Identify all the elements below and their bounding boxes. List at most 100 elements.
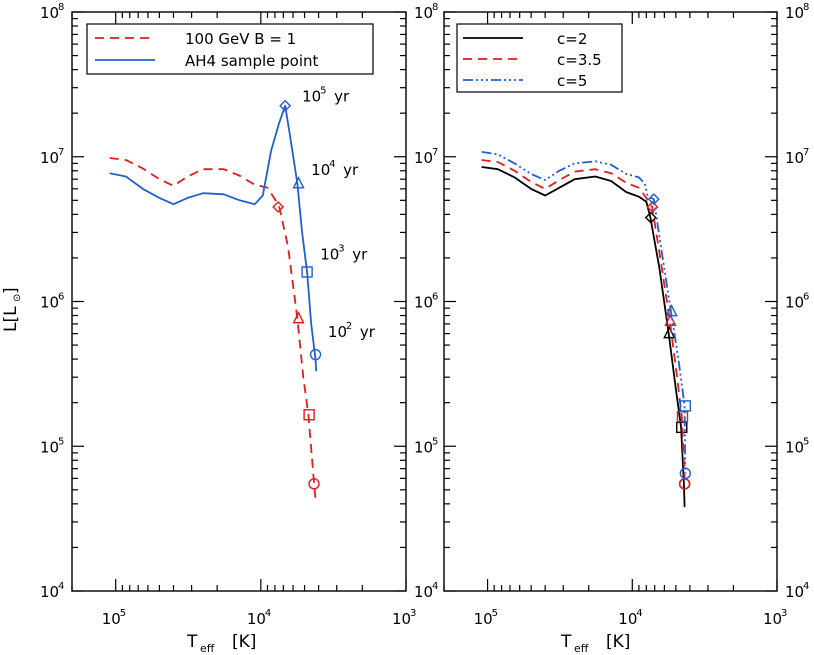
x-tick-label-exp: 5 — [120, 608, 126, 619]
age-annotation-unit: yr — [343, 161, 359, 179]
y-tick-label-right: 108 — [785, 2, 809, 22]
x-tick-label: 104 — [247, 608, 271, 628]
x-tick-label-base: 10 — [392, 610, 411, 628]
x-axis-label-sub: eff — [574, 642, 589, 655]
y-tick-label-left: 105 — [40, 436, 64, 456]
marker-circle — [308, 478, 320, 490]
marker-square — [676, 411, 689, 423]
age-annotation-base: 10 — [302, 88, 321, 106]
legend-label-c2: c=2 — [557, 30, 587, 48]
y-tick-label-right-exp: 6 — [432, 292, 438, 303]
age-annotation-unit: yr — [352, 246, 368, 264]
legend-label-ah4: AH4 sample point — [185, 52, 319, 70]
x-tick-label: 103 — [392, 608, 416, 628]
series-line-1 — [481, 159, 686, 479]
right-series — [481, 151, 692, 508]
x-axis-label-T: T — [186, 632, 198, 652]
y-tick-label-right-base: 10 — [414, 4, 433, 22]
y-tick-label-right-exp: 4 — [803, 581, 809, 592]
x-tick-label-exp: 3 — [781, 608, 787, 619]
y-tick-label-right-base: 10 — [414, 294, 433, 312]
y-tick-label-left-base: 10 — [40, 4, 59, 22]
marker-square — [679, 400, 692, 412]
x-axis-label-unit: [K] — [606, 632, 630, 652]
age-annotation: 102 yr — [328, 321, 376, 341]
left-x-axis-label: T eff [K] — [186, 632, 256, 655]
marker-square — [303, 409, 315, 421]
y-tick-label-left: 107 — [40, 147, 64, 167]
x-tick-label: 104 — [618, 608, 642, 628]
right-legend: c=2 c=3.5 c=5 — [456, 23, 623, 93]
marker-triangle — [665, 304, 678, 317]
y-tick-label-right: 105 — [785, 436, 809, 456]
y-tick-label-left-base: 10 — [40, 294, 59, 312]
y-tick-label-right-base: 10 — [785, 149, 804, 167]
marker-diamond — [279, 99, 292, 112]
age-annotation: 103 yr — [320, 244, 368, 264]
y-tick-label-right: 108 — [414, 2, 438, 22]
marker-circle — [309, 348, 322, 361]
y-axis-label: L[L ⊙ ] — [1, 287, 23, 332]
y-tick-label-right-exp: 5 — [803, 436, 809, 447]
right-legend-box — [456, 23, 623, 93]
marker-triangle — [664, 313, 677, 326]
x-tick-label: 105 — [102, 608, 126, 628]
y-axis-label-sub: ⊙ — [12, 294, 23, 302]
left-ticks — [71, 11, 407, 592]
y-tick-label-left-exp: 6 — [58, 292, 64, 303]
y-tick-label-right-exp: 6 — [803, 292, 809, 303]
age-annotation-unit: yr — [334, 88, 350, 106]
y-axis-label-end: ] — [1, 287, 21, 294]
legend-label-100gev: 100 GeV B = 1 — [185, 30, 296, 48]
y-tick-label-right: 104 — [414, 581, 438, 601]
age-annotation: 105 yr — [302, 86, 350, 106]
x-axis-label-unit: [K] — [232, 632, 256, 652]
age-annotation-exp: 5 — [320, 86, 326, 97]
x-tick-label-base: 10 — [247, 610, 266, 628]
marker-circle — [679, 467, 692, 480]
x-tick-label: 103 — [763, 608, 787, 628]
x-tick-label-base: 10 — [102, 610, 121, 628]
y-tick-label-right: 107 — [414, 147, 438, 167]
y-tick-label-right-base: 10 — [785, 294, 804, 312]
x-tick-label-base: 10 — [474, 610, 493, 628]
marker-triangle — [292, 176, 305, 189]
y-tick-label-left-base: 10 — [40, 149, 59, 167]
y-tick-label-right-exp: 7 — [432, 147, 438, 158]
legend-label-c5: c=5 — [557, 72, 587, 90]
marker-triangle — [663, 326, 676, 339]
x-tick-label-base: 10 — [618, 610, 637, 628]
y-tick-label-left: 104 — [40, 581, 64, 601]
y-tick-label-right: 105 — [414, 436, 438, 456]
y-tick-label-right-exp: 4 — [432, 581, 438, 592]
x-tick-label: 105 — [474, 608, 498, 628]
series-line-2 — [481, 151, 687, 474]
right-x-axis-label: T eff [K] — [560, 632, 630, 655]
y-tick-label-left: 108 — [40, 2, 64, 22]
x-tick-label-exp: 5 — [492, 608, 498, 619]
y-tick-label-right: 107 — [785, 147, 809, 167]
left-series — [109, 99, 322, 500]
x-tick-label-exp: 4 — [636, 608, 642, 619]
age-annotation-base: 10 — [328, 323, 347, 341]
left-legend: 100 GeV B = 1 AH4 sample point — [86, 23, 374, 75]
legend-label-c35: c=3.5 — [557, 51, 602, 69]
x-axis-label-T: T — [560, 632, 572, 652]
y-tick-label-right-base: 10 — [785, 4, 804, 22]
y-tick-label-left-base: 10 — [40, 583, 59, 601]
marker-triangle — [292, 311, 305, 324]
y-tick-label-right-exp: 7 — [803, 147, 809, 158]
age-annotation-exp: 4 — [329, 159, 335, 170]
age-annotation-unit: yr — [360, 323, 376, 341]
y-axis-label-main: L[L — [1, 306, 21, 332]
x-tick-label-exp: 3 — [410, 608, 416, 619]
y-tick-label-right-base: 10 — [414, 438, 433, 456]
marker-square — [301, 266, 313, 278]
marker-diamond — [646, 200, 659, 213]
age-annotation-base: 10 — [311, 161, 330, 179]
